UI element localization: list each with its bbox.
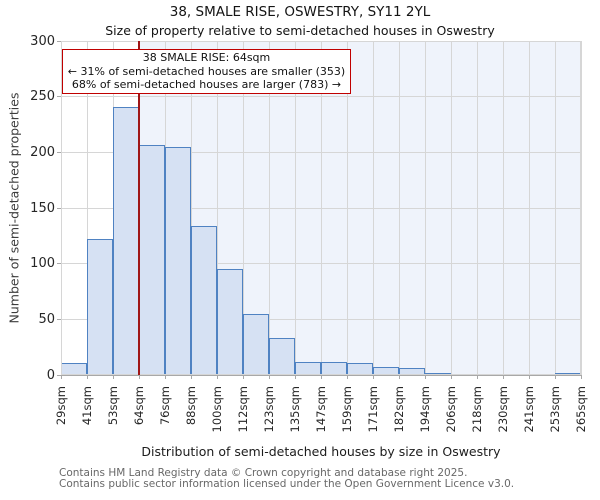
x-axis-tick xyxy=(554,375,556,379)
histogram-bar xyxy=(295,361,321,375)
y-axis-tick xyxy=(57,374,61,376)
x-axis-tick xyxy=(528,375,530,379)
y-tick-label: 100 xyxy=(30,256,55,272)
y-tick-label: 300 xyxy=(30,33,55,49)
x-axis-tick xyxy=(86,375,88,379)
grid-line-vertical xyxy=(372,41,374,375)
histogram-bar xyxy=(113,106,139,375)
y-axis-tick xyxy=(57,263,61,265)
grid-line-vertical xyxy=(294,41,296,375)
histogram-bar xyxy=(61,362,87,375)
x-tick-label-text: 159sqm xyxy=(340,386,354,433)
grid-line-vertical xyxy=(242,41,244,375)
y-axis-tick xyxy=(57,207,61,209)
grid-line-vertical xyxy=(190,41,192,375)
x-tick-label-text: 230sqm xyxy=(496,386,510,433)
x-axis-tick xyxy=(398,375,400,379)
x-tick-label-text: 53sqm xyxy=(106,386,120,426)
x-tick-label-text: 253sqm xyxy=(548,386,562,433)
x-axis-tick xyxy=(450,375,452,379)
grid-line-vertical xyxy=(86,41,88,375)
x-tick-label-text: 194sqm xyxy=(418,386,432,433)
y-tick-label: 250 xyxy=(30,89,55,105)
x-tick-label-text: 182sqm xyxy=(392,386,406,433)
x-tick-label-text: 76sqm xyxy=(158,386,172,426)
histogram-bar xyxy=(165,146,191,375)
x-axis-tick xyxy=(216,375,218,379)
annotation-smaller-text: ← 31% of semi-detached houses are smalle… xyxy=(67,64,346,78)
y-axis-tick xyxy=(57,318,61,320)
y-axis-tick xyxy=(57,96,61,98)
histogram-bar xyxy=(347,362,373,375)
histogram-bar xyxy=(191,225,217,375)
x-axis-tick xyxy=(424,375,426,379)
x-axis-tick xyxy=(190,375,192,379)
footer-attribution-line2: Contains public sector information licen… xyxy=(59,478,515,490)
y-axis-tick xyxy=(57,40,61,42)
grid-line-vertical xyxy=(554,41,556,375)
x-axis-tick xyxy=(138,375,140,379)
x-tick-label-text: 265sqm xyxy=(574,386,588,433)
histogram-bar xyxy=(217,269,243,375)
x-axis-tick xyxy=(268,375,270,379)
x-axis-tick xyxy=(164,375,166,379)
y-tick-label: 0 xyxy=(46,367,55,383)
x-axis-tick xyxy=(476,375,478,379)
histogram-bar xyxy=(87,239,113,375)
x-tick-label-text: 123sqm xyxy=(262,386,276,433)
grid-line-vertical xyxy=(424,41,426,375)
x-tick-label-text: 206sqm xyxy=(444,386,458,433)
x-axis-tick xyxy=(60,375,62,379)
x-tick-label-text: 41sqm xyxy=(80,386,94,426)
grid-line-vertical xyxy=(320,41,322,375)
chart-subtitle: Size of property relative to semi-detach… xyxy=(105,23,495,38)
histogram-bar xyxy=(269,338,295,375)
x-axis-tick xyxy=(372,375,374,379)
histogram-bar xyxy=(139,144,165,375)
x-tick-label-text: 218sqm xyxy=(470,386,484,433)
footer-attribution-line1: Contains HM Land Registry data © Crown c… xyxy=(59,467,468,479)
x-axis-tick xyxy=(294,375,296,379)
x-tick-label-text: 147sqm xyxy=(314,386,328,433)
y-tick-label: 50 xyxy=(38,311,55,327)
x-tick-label-text: 171sqm xyxy=(366,386,380,433)
grid-line-vertical xyxy=(502,41,504,375)
x-axis-line xyxy=(61,374,581,376)
grid-line-vertical xyxy=(450,41,452,375)
x-axis-tick xyxy=(580,375,582,379)
x-axis-tick xyxy=(320,375,322,379)
x-tick-label-text: 112sqm xyxy=(236,386,250,433)
x-axis-tick xyxy=(346,375,348,379)
x-axis-tick xyxy=(502,375,504,379)
x-axis-tick xyxy=(112,375,114,379)
x-axis-tick xyxy=(242,375,244,379)
y-tick-label: 150 xyxy=(30,200,55,216)
x-tick-label-text: 29sqm xyxy=(54,386,68,426)
grid-line-vertical xyxy=(346,41,348,375)
x-axis-title: Distribution of semi-detached houses by … xyxy=(141,444,501,459)
x-tick-label-text: 88sqm xyxy=(184,386,198,426)
x-tick-label-text: 100sqm xyxy=(210,386,224,433)
annotation-property-label: 38 SMALE RISE: 64sqm xyxy=(142,51,271,65)
marker-line xyxy=(138,41,140,375)
marker-annotation-box: 38 SMALE RISE: 64sqm ← 31% of semi-detac… xyxy=(62,49,351,94)
annotation-larger-text: 68% of semi-detached houses are larger (… xyxy=(71,78,342,92)
grid-line-vertical xyxy=(476,41,478,375)
histogram-bar xyxy=(321,361,347,375)
grid-line-vertical xyxy=(398,41,400,375)
histogram-bar xyxy=(243,313,269,375)
y-axis-tick xyxy=(57,151,61,153)
chart-title: 38, SMALE RISE, OSWESTRY, SY11 2YL xyxy=(169,4,431,20)
x-tick-label-text: 64sqm xyxy=(132,386,146,426)
grid-line-vertical xyxy=(216,41,218,375)
grid-line-vertical xyxy=(528,41,530,375)
grid-line-vertical xyxy=(580,41,582,375)
y-tick-label: 200 xyxy=(30,144,55,160)
x-tick-label-text: 241sqm xyxy=(522,386,536,433)
x-tick-label-text: 135sqm xyxy=(288,386,302,433)
grid-line-vertical xyxy=(268,41,270,375)
